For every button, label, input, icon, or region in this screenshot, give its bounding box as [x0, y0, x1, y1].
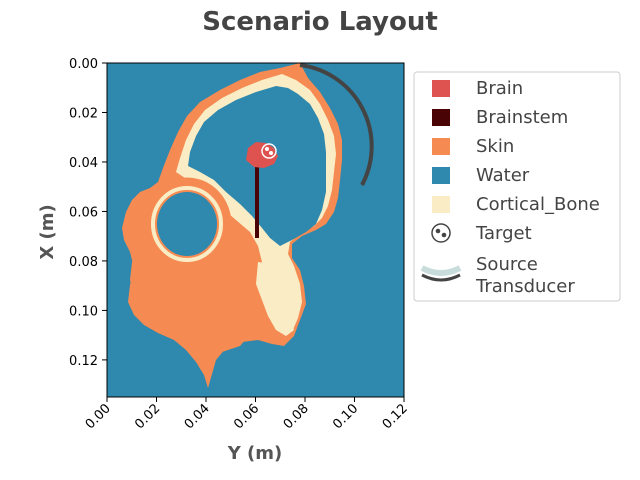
legend-label-skin: Skin: [476, 136, 514, 157]
orbit-bone-ring: [151, 186, 223, 262]
legend-label-cortical-bone: Cortical_Bone: [476, 194, 600, 215]
legend-label-brain: Brain: [476, 78, 523, 99]
x-tick-label: 0.08: [281, 401, 312, 432]
legend-swatch-brainstem: [432, 109, 450, 126]
x-axis-ticks: 0.00 0.02 0.04 0.06 0.08 0.10 0.12: [83, 397, 411, 432]
y-tick-label: 0.02: [69, 106, 98, 121]
y-tick-label: 0.08: [69, 255, 98, 270]
orbit-water: [157, 192, 217, 256]
legend-transducer-icon: [420, 265, 462, 282]
legend-label-water: Water: [476, 165, 530, 186]
x-tick-label: 0.04: [182, 401, 213, 432]
orbit-skin-ring: [142, 177, 232, 271]
jaw-skin-region: [130, 250, 254, 352]
y-tick-label: 0.10: [69, 304, 98, 319]
source-transducer-arc: [299, 63, 374, 186]
chart-title: Scenario Layout: [202, 7, 438, 37]
legend-label-brainstem: Brainstem: [476, 107, 568, 128]
legend-swatch-water: [432, 167, 450, 184]
y-tick-label: 0.06: [69, 205, 98, 220]
legend-swatch-skin: [432, 138, 450, 155]
target-marker: [261, 143, 277, 159]
x-tick-label: 0.06: [231, 401, 262, 432]
y-tick-label: 0.04: [69, 156, 98, 171]
x-tick-label: 0.12: [380, 401, 411, 432]
y-tick-label: 0.12: [69, 354, 98, 369]
x-tick-label: 0.02: [132, 401, 163, 432]
neck-bone-region: [256, 262, 294, 336]
legend-frame: [413, 71, 621, 302]
x-tick-label: 0.00: [83, 401, 114, 432]
y-axis-label: X (m): [37, 204, 58, 259]
plot-area: [107, 63, 404, 397]
legend: Brain Brainstem Skin Water Cortical_Bone Targ…: [413, 71, 621, 302]
y-tick-label: 0.00: [69, 57, 98, 72]
legend-swatch-cortical-bone: [432, 196, 450, 213]
legend-swatch-brain: [432, 80, 450, 97]
legend-target-icon: [431, 223, 451, 243]
legend-label-source-transducer: Source Transducer: [475, 254, 575, 297]
y-axis-ticks: 0.00 0.02 0.04 0.06 0.08 0.10 0.12: [69, 57, 107, 369]
brainstem-region: [255, 160, 259, 238]
x-tick-label: 0.10: [330, 401, 361, 432]
x-axis-label: Y (m): [227, 443, 283, 464]
legend-label-target: Target: [475, 223, 532, 244]
brain-region: [246, 142, 278, 168]
